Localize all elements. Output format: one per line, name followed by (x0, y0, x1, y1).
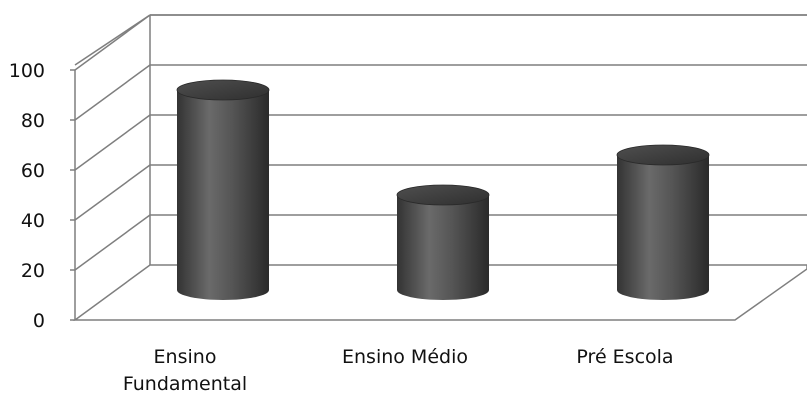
gridline-side (74, 64, 151, 121)
gridline-side (74, 114, 151, 171)
bar (616, 144, 710, 300)
floor (72, 264, 807, 321)
y-axis: 0 20 40 60 80 100 (9, 60, 75, 332)
y-tick-label: 60 (21, 160, 45, 182)
y-tick-label: 40 (21, 210, 45, 232)
y-tick-label: 80 (21, 110, 45, 132)
bar-top (616, 144, 710, 166)
gridline-side (74, 214, 151, 271)
bar (396, 184, 490, 300)
gridline-side (74, 164, 151, 221)
bar (176, 79, 270, 300)
y-tick-label: 100 (9, 60, 45, 82)
bar-top (176, 79, 270, 101)
x-tick-label: Ensino Fundamental (123, 346, 247, 395)
bars (176, 79, 710, 300)
y-tick-label: 20 (21, 260, 45, 282)
bar-top (396, 184, 490, 206)
x-axis: Ensino Fundamental Ensino Médio Pré Escola (123, 346, 674, 395)
bar-body (177, 90, 269, 300)
gridline-side (74, 14, 151, 71)
x-tick-label: Pré Escola (576, 346, 673, 368)
bar-body (617, 155, 709, 300)
bar-body (397, 195, 489, 300)
y-tick-label: 0 (33, 310, 45, 332)
x-tick-label: Ensino Médio (342, 346, 468, 368)
